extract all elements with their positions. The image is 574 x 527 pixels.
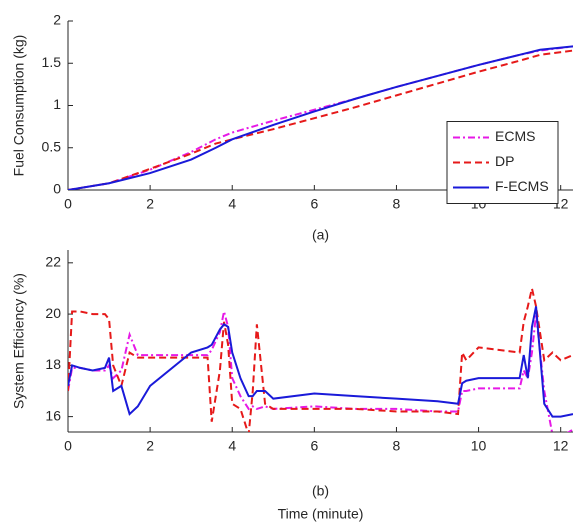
series-line [68, 311, 573, 432]
x-tick-label: 4 [228, 438, 236, 454]
series-line [68, 45, 573, 190]
plot-area [68, 45, 573, 190]
x-tick-label: 2 [146, 196, 154, 212]
series-line [68, 288, 573, 432]
series-line [68, 45, 573, 190]
plot-area [68, 288, 573, 432]
y-tick-label: 22 [45, 254, 61, 270]
y-tick-label: 16 [45, 407, 61, 423]
x-axis-label: (b) [312, 483, 329, 499]
y-tick-label: 18 [45, 356, 61, 372]
y-axis-label: System Efficiency (%) [11, 273, 27, 409]
x-tick-label: 8 [393, 196, 401, 212]
legend-label: DP [495, 153, 514, 169]
x-axis-title: Time (minute) [278, 506, 364, 522]
x-tick-label: 6 [310, 438, 318, 454]
y-tick-label: 2 [53, 12, 61, 28]
y-tick-label: 0.5 [42, 138, 62, 154]
series-line [68, 306, 573, 418]
y-tick-label: 20 [45, 305, 61, 321]
y-tick-label: 1 [53, 96, 61, 112]
y-axis-label: Fuel Consumption (kg) [11, 35, 27, 177]
x-tick-label: 0 [64, 438, 72, 454]
x-tick-label: 8 [393, 438, 401, 454]
x-axis-label: (a) [312, 227, 329, 243]
legend-label: F-ECMS [495, 178, 549, 194]
x-tick-label: 12 [553, 438, 569, 454]
series-line [68, 49, 573, 190]
y-tick-label: 0 [53, 181, 61, 197]
x-tick-label: 6 [310, 196, 318, 212]
x-tick-label: 4 [228, 196, 236, 212]
x-tick-label: 2 [146, 438, 154, 454]
x-tick-label: 0 [64, 196, 72, 212]
legend-label: ECMS [495, 128, 535, 144]
y-tick-label: 1.5 [42, 54, 62, 70]
x-tick-label: 10 [471, 438, 487, 454]
